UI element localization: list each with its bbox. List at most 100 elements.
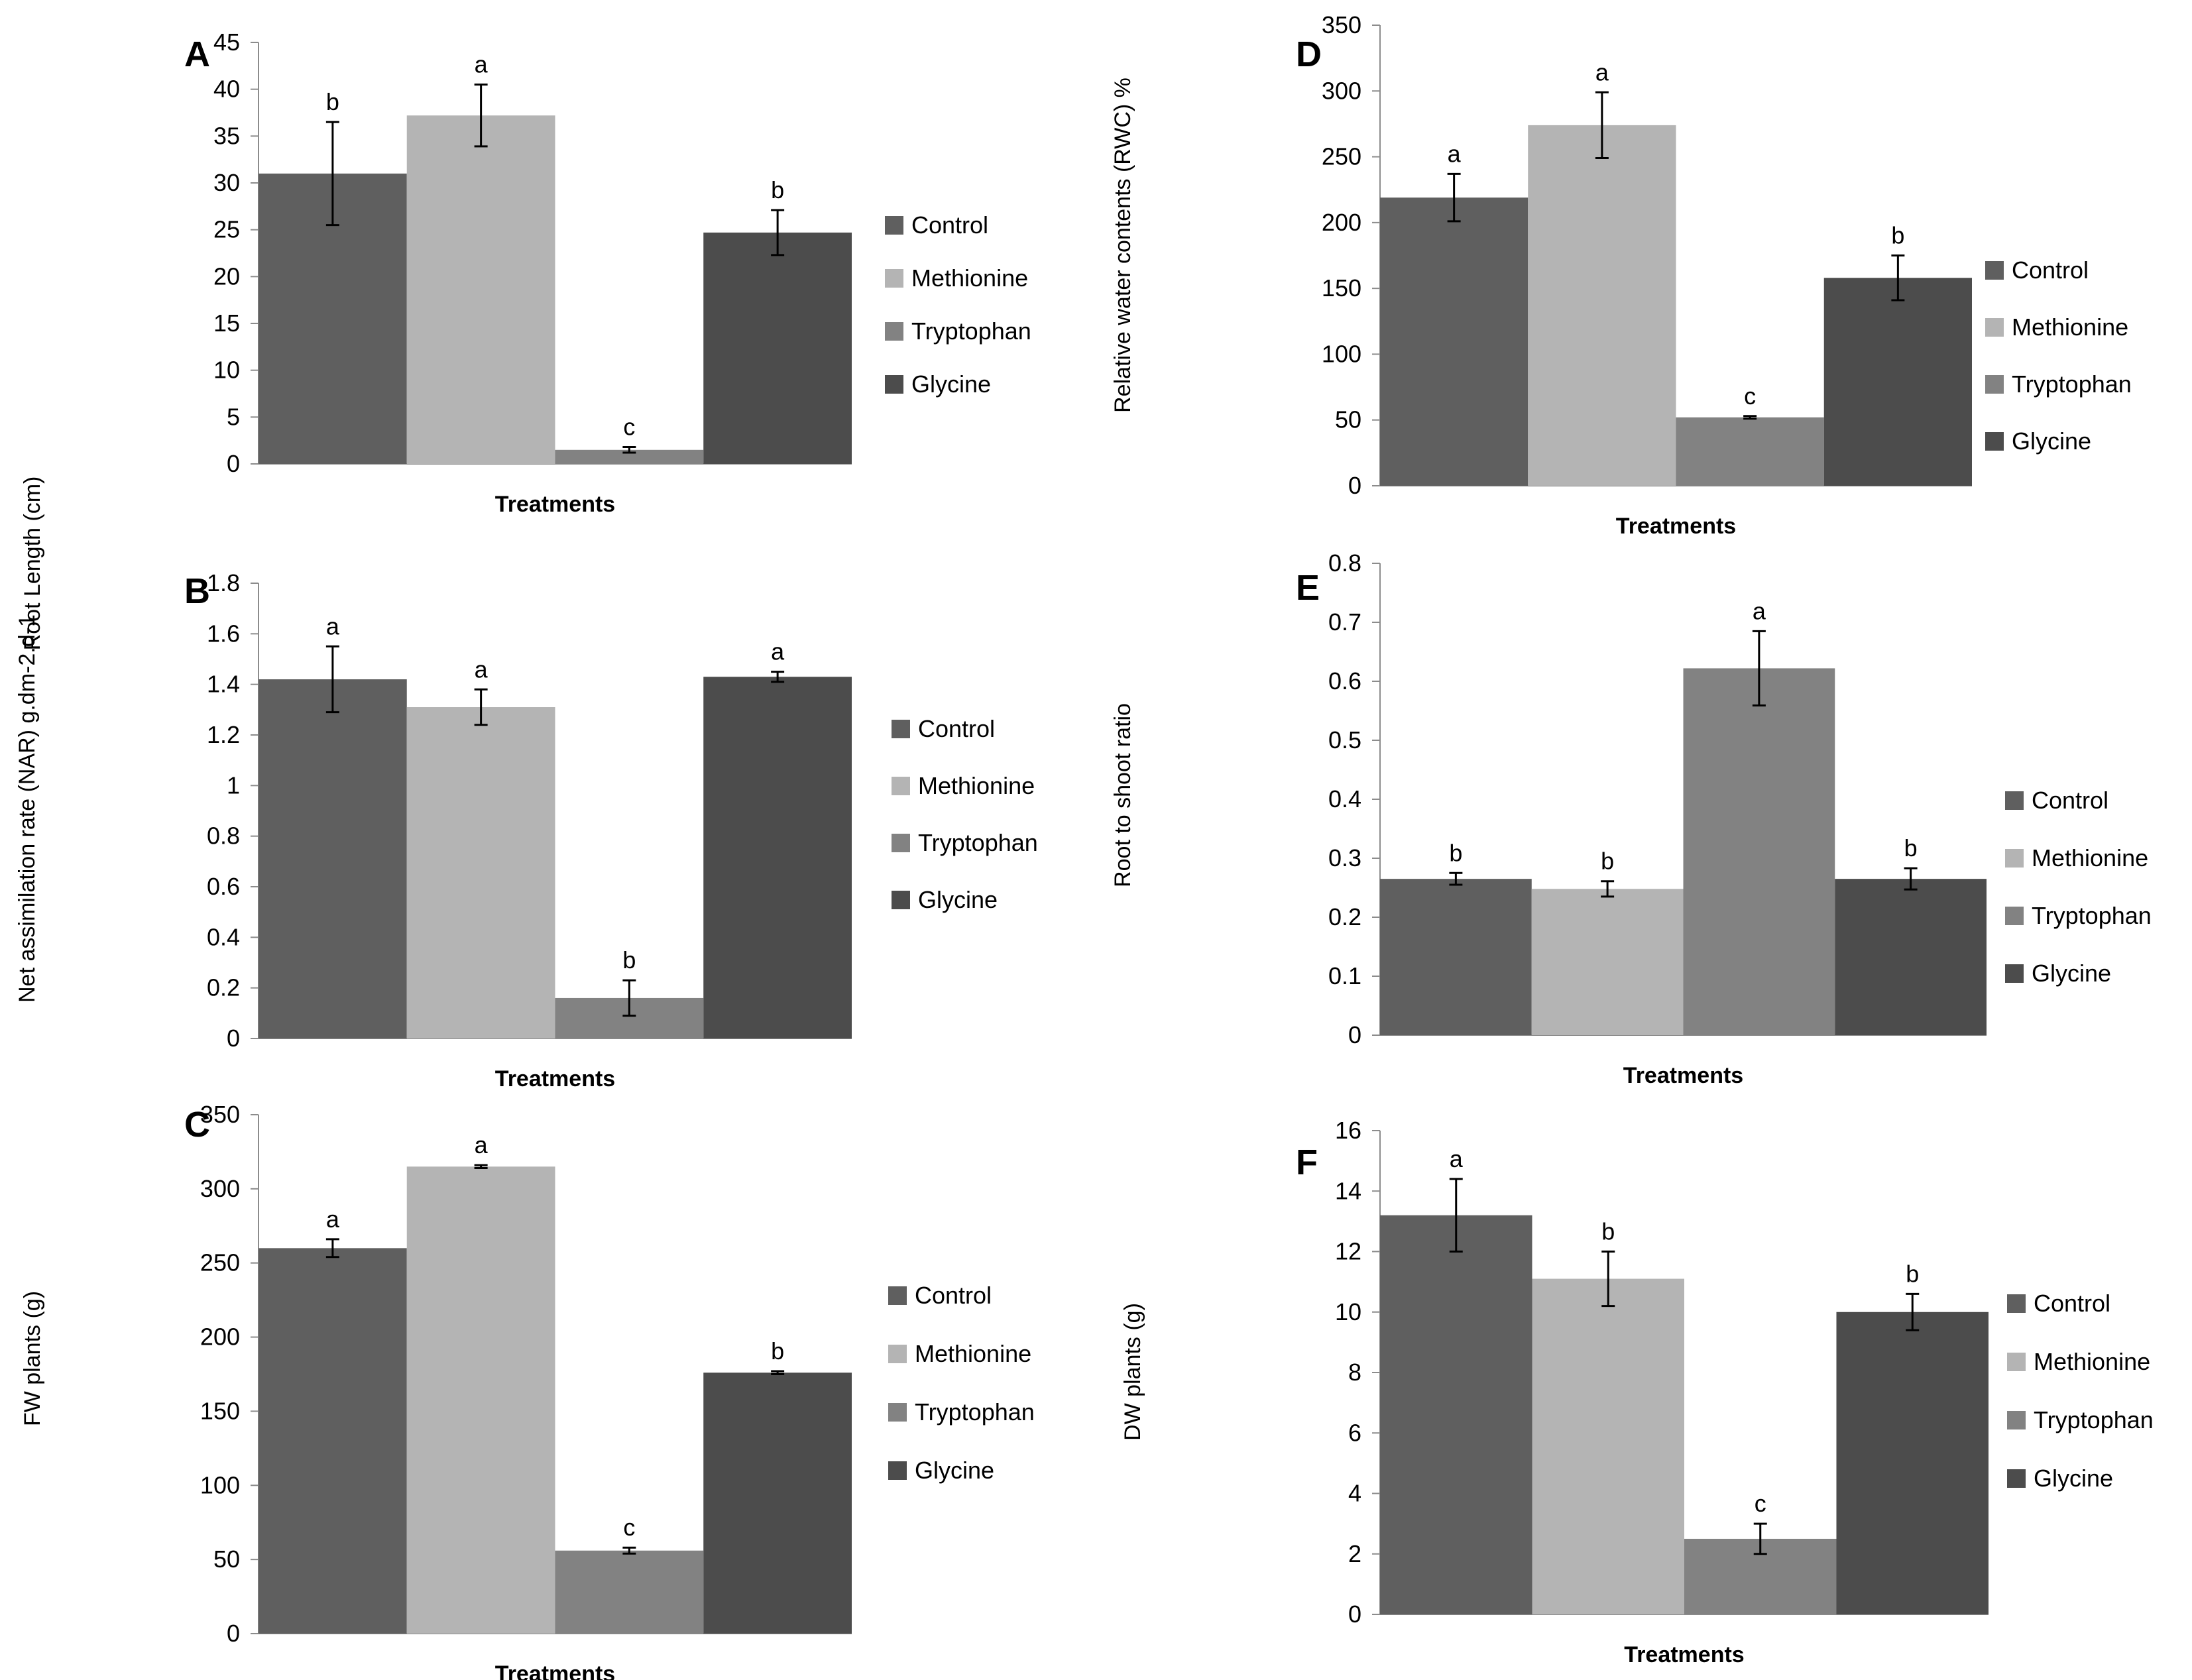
legend-label: Glycine [915,1457,994,1484]
legend-label: Tryptophan [2032,902,2152,929]
legend-label: Control [2032,787,2108,814]
bar-tryptophan [1676,417,1824,486]
y-tick-label: 100 [200,1471,240,1498]
y-tick-label: 350 [1322,11,1361,38]
y-tick-label: 150 [1322,274,1361,302]
y-tick-label: 1.8 [207,569,240,596]
legend: Control Methionine Tryptophan Glycine [1985,256,2132,455]
chart-panel-d: 0 50 100 150 200 250 300 350 a a c b Treatments Relat… [1110,11,2132,539]
bar-glycine [703,1372,852,1634]
legend-label: Tryptophan [915,1398,1035,1426]
legend-label: Glycine [2032,960,2111,987]
legend-label: Glycine [911,370,991,398]
legend-label: Control [918,715,995,742]
chart-panel-c: 0 50 100 150 200 250 300 350 a a c b Treatments FW pl… [20,1101,1035,1680]
y-tick-label: 300 [200,1175,240,1202]
bar-glycine [703,232,852,464]
y-tick-label: 15 [213,309,240,337]
legend-swatch-control [885,216,903,235]
bar-tryptophan [1683,668,1835,1035]
panel-letter: F [1296,1143,1318,1182]
legend-label: Control [2034,1290,2110,1317]
legend-swatch-tryptophan [2007,1411,2026,1429]
legend-label: Control [2012,256,2089,284]
bar-control [1380,1215,1532,1614]
y-tick-label: 30 [213,169,240,196]
y-tick-label: 25 [213,216,240,243]
y-tick-label: 40 [213,76,240,103]
y-tick-label: 200 [200,1323,240,1351]
y-tick-label: 0.6 [207,873,240,900]
y-tick-label: 1.6 [207,620,240,647]
significance-label: a [1448,140,1462,167]
chart-panel-b: 0 0.2 0.4 0.6 0.8 1 1.2 1.4 1.6 1.8 a a b a Treatments… [15,569,1038,1092]
legend-swatch-glycine [892,891,910,909]
y-tick-label: 0.5 [1328,726,1361,754]
y-tick-label: 0.2 [207,974,240,1001]
legend-swatch-methionine [2007,1353,2026,1371]
legend: Control Methionine Tryptophan Glycine [888,1282,1035,1484]
y-tick-label: 1.4 [207,671,240,698]
legend-swatch-tryptophan [2005,907,2024,925]
y-tick-label: 35 [213,122,240,149]
x-axis-title: Treatments [1616,514,1736,539]
y-tick-label: 16 [1335,1117,1361,1144]
y-tick-label: 10 [213,357,240,384]
legend: Control Methionine Tryptophan Glycine [2007,1290,2154,1492]
y-axis-title: Relative water contents (RWC) % [1110,78,1135,413]
y-tick-label: 0 [227,450,240,477]
legend: Control Methionine Tryptophan Glycine [2005,787,2152,987]
y-tick-label: 0 [227,1025,240,1052]
significance-label: a [326,1205,340,1233]
legend-label: Control [915,1282,992,1309]
bar-methionine [406,707,555,1038]
bar-control [1380,879,1532,1035]
y-tick-label: 0 [1348,1021,1361,1048]
y-tick-label: 0.3 [1328,844,1361,871]
y-tick-label: 1 [227,771,240,799]
panel-letter: D [1296,34,1322,74]
legend-swatch-control [1985,261,2004,280]
legend-label: Tryptophan [911,317,1031,345]
y-tick-label: 0 [1348,472,1361,499]
significance-label: b [622,946,636,974]
y-tick-label: 50 [213,1545,240,1573]
legend-label: Methionine [2012,313,2128,341]
legend-swatch-methionine [888,1345,907,1363]
significance-label: a [326,612,340,640]
y-axis-title: FW plants (g) [20,1291,45,1426]
legend-swatch-control [2007,1294,2026,1313]
chart-panel-f: 0 2 4 6 8 10 12 14 16 a b c b Treatments DW plants (g)… [1120,1117,2154,1667]
legend-swatch-tryptophan [885,322,903,341]
bar-control [1380,197,1529,486]
y-tick-label: 14 [1335,1177,1361,1204]
y-tick-label: 0.8 [207,822,240,850]
bar-methionine [1531,889,1684,1035]
significance-label: b [1906,1260,1919,1287]
legend-label: Tryptophan [918,829,1038,856]
significance-label: b [1891,222,1904,249]
bar-methionine [406,115,555,465]
y-tick-label: 150 [200,1397,240,1424]
bar-tryptophan [555,1550,704,1634]
legend-swatch-methionine [892,777,910,795]
y-tick-label: 50 [1335,406,1361,433]
legend-swatch-glycine [2007,1469,2026,1488]
significance-label: c [623,1514,635,1541]
y-tick-label: 0.4 [207,923,240,950]
y-tick-label: 2 [1348,1540,1361,1567]
y-tick-label: 100 [1322,340,1361,367]
y-tick-label: 300 [1322,77,1361,104]
legend-swatch-tryptophan [1985,375,2004,394]
y-tick-label: 20 [213,262,240,290]
x-axis-title: Treatments [495,492,615,517]
bar-glycine [1836,1312,1989,1614]
significance-label: a [475,51,489,78]
legend-label: Methionine [2034,1348,2150,1375]
significance-label: b [1449,839,1462,866]
bar-methionine [1528,125,1676,486]
y-tick-label: 0.7 [1328,608,1361,636]
x-axis-title: Treatments [495,1661,615,1680]
y-axis-title: Root to shoot ratio [1110,703,1135,887]
